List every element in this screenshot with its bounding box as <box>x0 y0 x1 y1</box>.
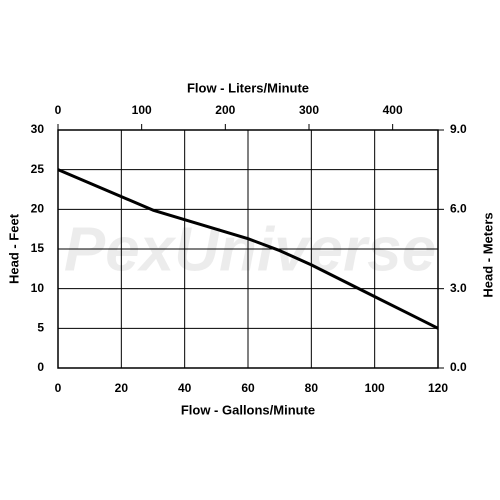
x-tick-label: 60 <box>241 381 255 395</box>
x2-tick-label: 0 <box>55 103 62 117</box>
y-tick-label: 30 <box>31 122 45 136</box>
y2-tick-label: 3.0 <box>450 281 467 295</box>
x2-tick-label: 400 <box>383 103 403 117</box>
watermark: PexUniverse <box>64 215 436 284</box>
y-tick-label: 15 <box>31 241 45 255</box>
plot-frame <box>57 129 439 369</box>
y-tick-label: 5 <box>37 321 44 335</box>
x2-tick-label: 100 <box>132 103 152 117</box>
y-tick-label: 10 <box>31 281 45 295</box>
y-axis-label: Head - Feet <box>6 213 21 284</box>
x2-tick-label: 200 <box>215 103 235 117</box>
y-tick-label: 20 <box>31 202 45 216</box>
line <box>57 168 439 330</box>
x-tick-label: 0 <box>55 381 62 395</box>
x-tick-label: 100 <box>365 381 385 395</box>
y-tick-label: 0 <box>37 360 44 374</box>
y2-tick-label: 0.0 <box>450 360 467 374</box>
chart-title: Flow - Liters/Minute <box>187 80 309 95</box>
y2-axis-label: Head - Meters <box>480 212 495 297</box>
y-tick-label: 25 <box>31 162 45 176</box>
x-tick-label: 20 <box>115 381 129 395</box>
x-tick-label: 80 <box>305 381 319 395</box>
x-axis-label: Flow - Gallons/Minute <box>181 402 315 417</box>
x-tick-label: 40 <box>178 381 192 395</box>
x2-tick-label: 300 <box>299 103 319 117</box>
y2-tick-label: 9.0 <box>450 122 467 136</box>
y2-tick-label: 6.0 <box>450 202 467 216</box>
x-tick-label: 120 <box>428 381 448 395</box>
